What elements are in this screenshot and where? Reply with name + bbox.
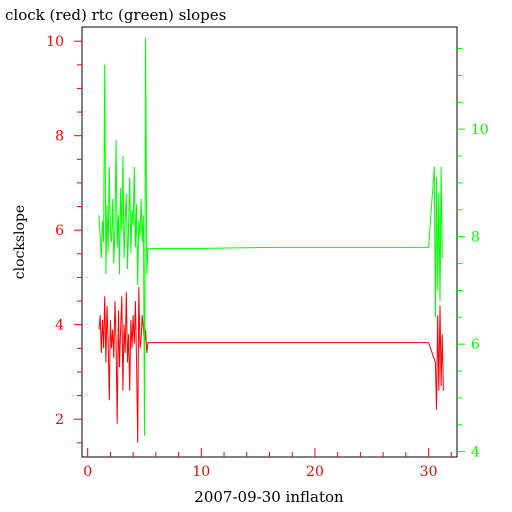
chart-title: clock (red) rtc (green) slopes	[5, 6, 226, 24]
right-axis: 4 6 8 10	[457, 48, 489, 461]
x-tick-label: 20	[306, 464, 324, 480]
y-axis-label: clockslope	[12, 205, 28, 279]
series-rtc-line	[98, 37, 443, 436]
x-axis-label: 2007-09-30 inflaton	[194, 488, 344, 506]
x-tick-label: 10	[192, 464, 210, 480]
left-tick-label: 2	[55, 412, 64, 428]
right-tick-label: 4	[471, 445, 480, 461]
left-tick-label: 4	[55, 318, 64, 334]
series-clock-line	[98, 286, 444, 443]
left-tick-label: 6	[55, 223, 64, 239]
right-tick-label: 8	[471, 230, 480, 246]
x-axis: 0 10 20 30	[83, 448, 452, 480]
x-tick-label: 0	[83, 464, 92, 480]
right-tick-label: 6	[471, 337, 480, 353]
left-tick-label: 8	[55, 129, 64, 145]
series-layer	[98, 37, 444, 443]
left-tick-label: 10	[46, 34, 64, 50]
x-tick-label: 30	[420, 464, 438, 480]
right-tick-label: 10	[471, 122, 489, 138]
left-axis: 2 4 6 8 10	[46, 34, 82, 444]
